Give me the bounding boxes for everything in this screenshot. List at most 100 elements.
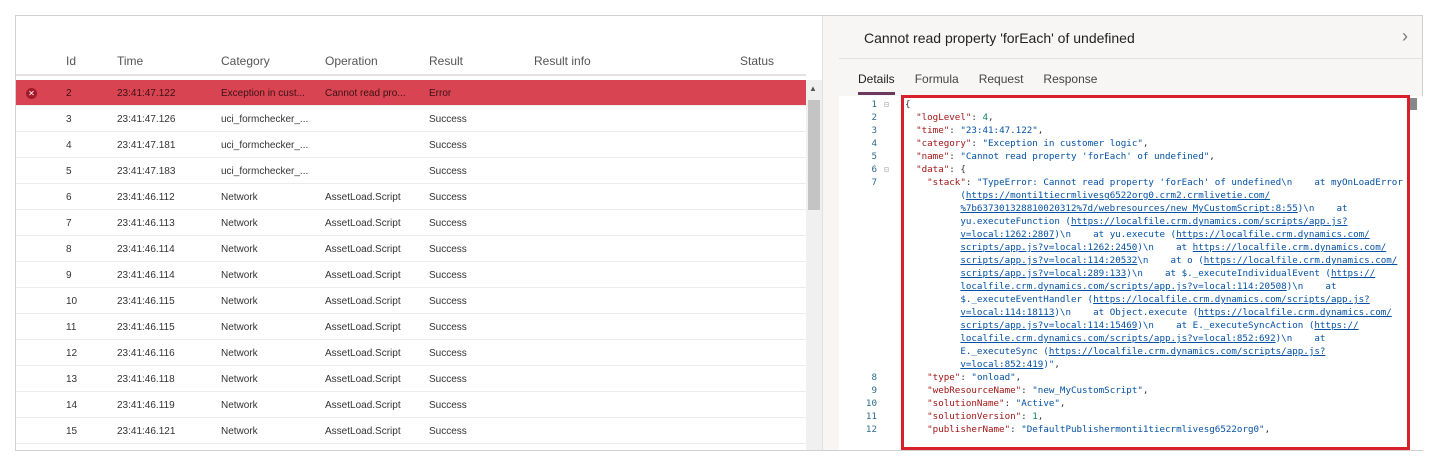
table-row[interactable]: 12 23:41:46.116 Network AssetLoad.Script Suc… bbox=[16, 340, 806, 366]
code-token: "webResourceName" bbox=[905, 385, 1022, 396]
code-link[interactable]: https://localfile.crm.dynamics.com/ bbox=[1192, 242, 1387, 253]
table-row-error[interactable]: ✕ 2 23:41:47.122 Exception in cust... Cannot… bbox=[16, 80, 806, 106]
table-scrollbar[interactable]: ▲ bbox=[806, 80, 822, 450]
code-token: "logLevel" bbox=[905, 112, 972, 123]
table-row[interactable]: 11 23:41:46.115 Network AssetLoad.Script Suc… bbox=[16, 314, 806, 340]
cell-time: 23:41:47.183 bbox=[117, 166, 176, 177]
cell-time: 23:41:46.112 bbox=[117, 192, 175, 203]
code-link[interactable]: https:// bbox=[1314, 320, 1359, 331]
code-link[interactable]: https://localfile.crm.dynamics.com/ bbox=[1203, 255, 1398, 266]
table-row[interactable]: 5 23:41:47.183 uci_formchecker_... Success bbox=[16, 158, 806, 184]
code-text: "solutionName": "Active", bbox=[905, 397, 1065, 410]
code-link[interactable]: %7b637301328810020312%7d/webresources/ne… bbox=[960, 203, 1298, 214]
tab-request[interactable]: Request bbox=[978, 72, 1024, 86]
tab-response[interactable]: Response bbox=[1043, 72, 1098, 86]
table-row[interactable]: 10 23:41:46.115 Network AssetLoad.Script Suc… bbox=[16, 288, 806, 314]
code-link[interactable]: localfile.crm.dynamics.com/scripts/app.j… bbox=[960, 333, 1276, 344]
code-token bbox=[905, 333, 960, 344]
code-token: , bbox=[988, 112, 994, 123]
cell-operation: AssetLoad.Script bbox=[325, 374, 401, 385]
code-text: "logLevel": 4, bbox=[905, 111, 994, 124]
code-token bbox=[905, 242, 960, 253]
cell-category: Network bbox=[221, 374, 258, 385]
code-token bbox=[905, 359, 960, 370]
scroll-thumb[interactable] bbox=[808, 100, 820, 210]
tab-details[interactable]: Details bbox=[858, 72, 895, 95]
code-text: scripts/app.js?v=local:114:20532\n at o … bbox=[905, 254, 1397, 267]
cell-category: Network bbox=[221, 218, 258, 229]
cell-category: uci_formchecker_... bbox=[221, 114, 309, 125]
col-result[interactable]: Result bbox=[429, 54, 464, 68]
code-token: : bbox=[971, 112, 983, 123]
table-row[interactable]: 14 23:41:46.119 Network AssetLoad.Script Suc… bbox=[16, 392, 806, 418]
table-row[interactable]: 9 23:41:46.114 Network AssetLoad.Script Succ… bbox=[16, 262, 806, 288]
editor-scrollbar[interactable] bbox=[1410, 98, 1417, 110]
table-row[interactable]: 8 23:41:46.114 Network AssetLoad.Script Succ… bbox=[16, 236, 806, 262]
cell-time: 23:41:46.115 bbox=[117, 322, 175, 333]
code-link[interactable]: scripts/app.js?v=local:114:20532 bbox=[960, 255, 1138, 266]
cell-operation: Cannot read pro... bbox=[325, 88, 406, 99]
code-token: : bbox=[1021, 385, 1033, 396]
col-id[interactable]: Id bbox=[66, 54, 77, 68]
code-token: \n at o ( bbox=[1137, 255, 1204, 266]
cell-result: Success bbox=[429, 140, 467, 151]
code-link[interactable]: scripts/app.js?v=local:114:15469 bbox=[960, 320, 1138, 331]
code-token bbox=[905, 320, 960, 331]
code-link[interactable]: v=local:852:419 bbox=[960, 359, 1044, 370]
code-token: "stack" bbox=[905, 177, 966, 188]
col-time[interactable]: Time bbox=[117, 54, 144, 68]
code-token: { bbox=[905, 99, 911, 110]
table-row[interactable]: 15 23:41:46.121 Network AssetLoad.Script Suc… bbox=[16, 418, 806, 444]
cell-time: 23:41:46.113 bbox=[117, 218, 175, 229]
scroll-up-icon[interactable]: ▲ bbox=[809, 84, 817, 93]
code-token: : bbox=[949, 151, 961, 162]
table-row[interactable]: 7 23:41:46.113 Network AssetLoad.Script Succ… bbox=[16, 210, 806, 236]
cell-result: Success bbox=[429, 322, 467, 333]
code-link[interactable]: scripts/app.js?v=local:1262:2450 bbox=[960, 242, 1138, 253]
cell-result: Success bbox=[429, 244, 467, 255]
col-result-info[interactable]: Result info bbox=[534, 54, 591, 68]
code-token: : bbox=[1010, 424, 1022, 435]
table-row[interactable]: 4 23:41:47.181 uci_formchecker_... Success bbox=[16, 132, 806, 158]
cell-result: Success bbox=[429, 426, 467, 437]
table-row[interactable]: 13 23:41:46.118 Network AssetLoad.Script Suc… bbox=[16, 366, 806, 392]
cell-result: Success bbox=[429, 218, 467, 229]
code-link[interactable]: https:// bbox=[1330, 268, 1376, 279]
code-link[interactable]: v=local:1262:2807 bbox=[960, 229, 1055, 240]
cell-id: 8 bbox=[66, 244, 72, 255]
col-operation[interactable]: Operation bbox=[325, 54, 378, 68]
code-text: "data": { bbox=[905, 163, 966, 176]
code-text: "type": "onload", bbox=[905, 371, 1021, 384]
code-link[interactable]: localfile.crm.dynamics.com/scripts/app.j… bbox=[960, 281, 1287, 292]
table-row[interactable]: 6 23:41:46.112 Network AssetLoad.Script Succ… bbox=[16, 184, 806, 210]
code-link[interactable]: https://localfile.crm.dynamics.com/ bbox=[1176, 229, 1370, 240]
code-token: "new_MyCustomScript" bbox=[1032, 385, 1143, 396]
table-row[interactable]: 3 23:41:47.126 uci_formchecker_... Success bbox=[16, 106, 806, 132]
code-link[interactable]: https://monti1tiecrmlivesg6522org0.crm2.… bbox=[965, 190, 1271, 201]
cell-category: Network bbox=[221, 244, 258, 255]
line-number: 3 bbox=[871, 125, 877, 136]
code-link[interactable]: https://localfile.crm.dynamics.com/scrip… bbox=[1070, 216, 1348, 227]
chevron-right-icon[interactable]: › bbox=[1402, 26, 1408, 46]
code-link[interactable]: scripts/app.js?v=local:289:133 bbox=[960, 268, 1127, 279]
col-category[interactable]: Category bbox=[221, 54, 270, 68]
code-link[interactable]: https://localfile.crm.dynamics.com/scrip… bbox=[1048, 346, 1326, 357]
cell-id: 14 bbox=[66, 400, 78, 411]
tab-formula[interactable]: Formula bbox=[914, 72, 959, 86]
code-token: : bbox=[949, 125, 961, 136]
code-token: )\n at bbox=[1137, 242, 1193, 253]
code-link[interactable]: https://localfile.crm.dynamics.com/ bbox=[1198, 307, 1392, 318]
cell-operation: AssetLoad.Script bbox=[325, 426, 401, 437]
col-status[interactable]: Status bbox=[740, 54, 775, 68]
event-table: Id Time Category Operation Result Result… bbox=[16, 16, 822, 450]
fold-icon[interactable]: ⊟ bbox=[884, 100, 889, 109]
divider bbox=[839, 58, 1423, 59]
code-text: $._executeEventHandler (https://localfil… bbox=[905, 293, 1370, 306]
json-code-editor[interactable]: 1 ⊟ {2 "logLevel": 4, 3 "time": "23:41:47.1… bbox=[839, 96, 1423, 450]
cell-id: 3 bbox=[66, 114, 72, 125]
code-token: : bbox=[960, 372, 972, 383]
fold-icon[interactable]: ⊟ bbox=[884, 165, 889, 174]
code-token: , bbox=[1037, 125, 1044, 136]
code-link[interactable]: https://localfile.crm.dynamics.com/scrip… bbox=[1093, 294, 1370, 305]
code-link[interactable]: v=local:114:18113 bbox=[960, 307, 1055, 318]
